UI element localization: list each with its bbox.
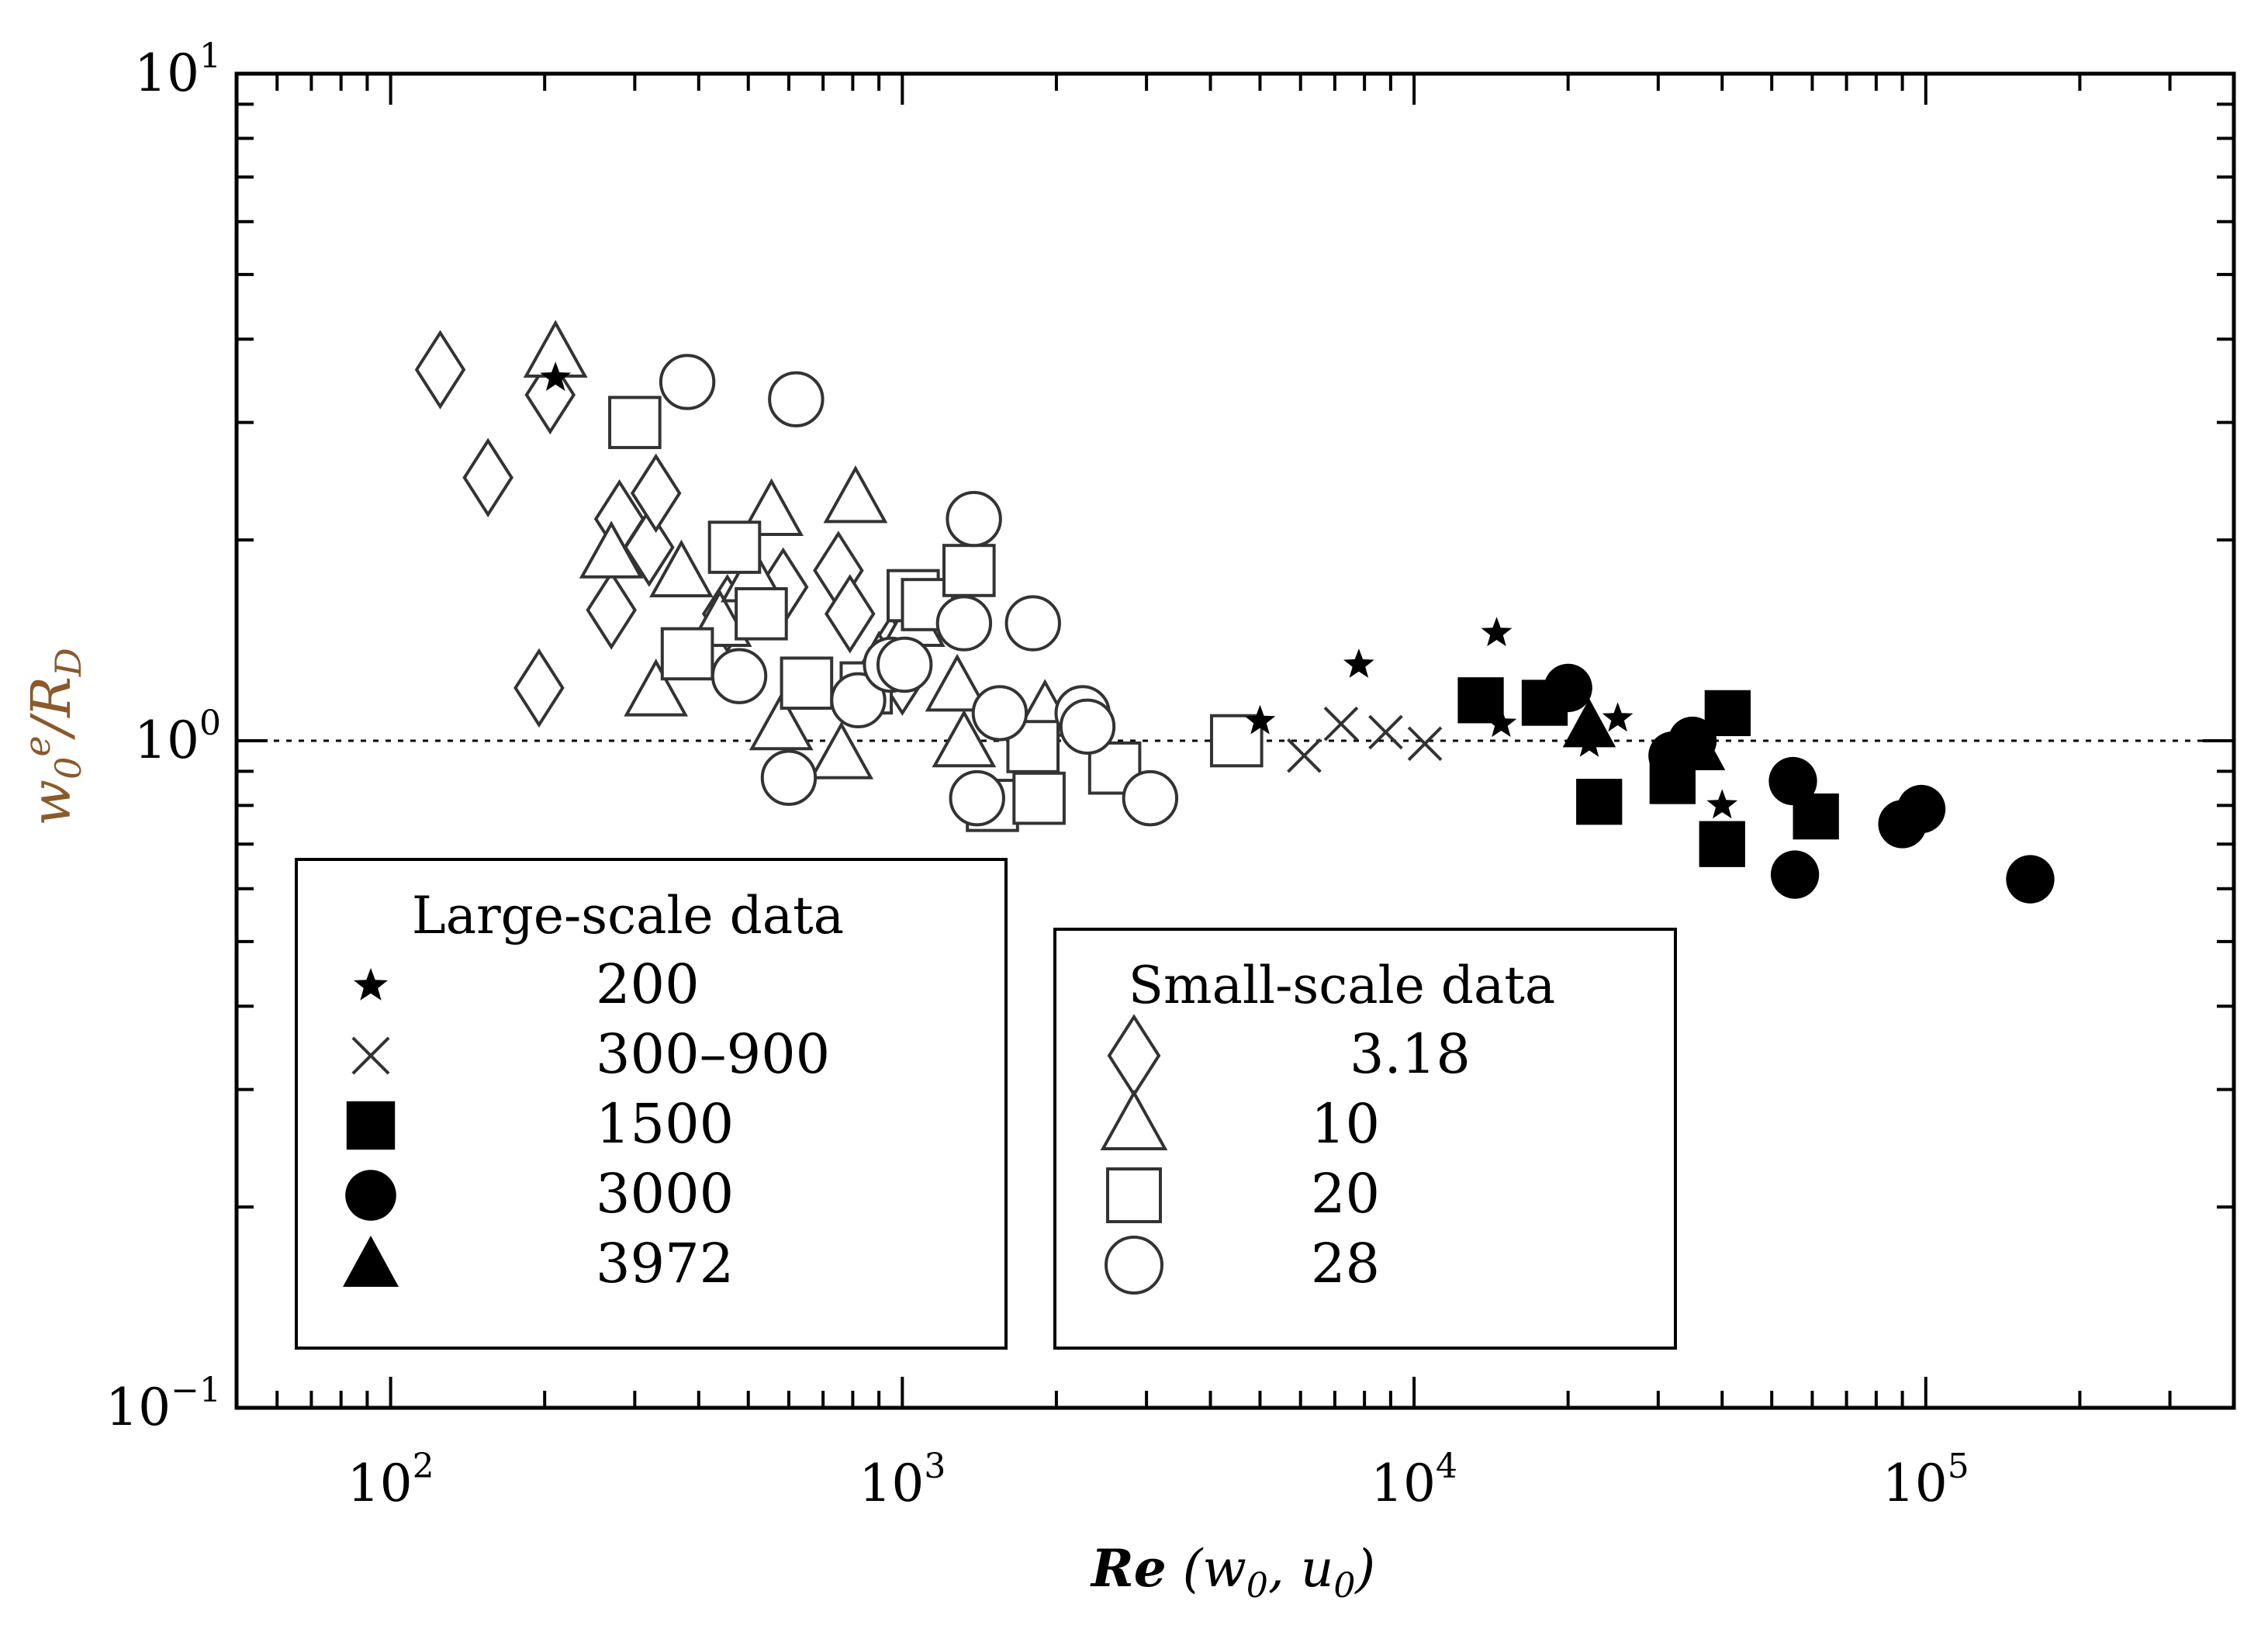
legend-label: 200 bbox=[596, 953, 700, 1016]
legend-label: 28 bbox=[1311, 1232, 1380, 1295]
data-point bbox=[809, 721, 874, 780]
data-point bbox=[630, 453, 682, 534]
data-point bbox=[1059, 698, 1116, 755]
legend-marker bbox=[343, 1236, 399, 1287]
data-point bbox=[942, 544, 996, 597]
legend-label: 10 bbox=[1311, 1092, 1380, 1156]
legend-marker bbox=[345, 1170, 396, 1221]
legend-marker bbox=[1106, 1167, 1162, 1223]
data-point bbox=[1706, 789, 1738, 819]
legend-label: 3.18 bbox=[1350, 1022, 1471, 1086]
data-point bbox=[760, 749, 818, 806]
data-point bbox=[624, 659, 689, 717]
legend-marker bbox=[354, 967, 388, 1001]
series-300–900 bbox=[1287, 706, 1443, 773]
data-point bbox=[932, 709, 997, 768]
data-point bbox=[540, 361, 572, 391]
data-point bbox=[1770, 850, 1820, 899]
data-point bbox=[1602, 702, 1634, 732]
y-tick-label: 101 bbox=[134, 36, 221, 103]
x-tick-label: 102 bbox=[347, 1447, 434, 1513]
data-point bbox=[659, 354, 716, 410]
data-point bbox=[579, 520, 644, 579]
legend-label: 20 bbox=[1311, 1162, 1380, 1226]
x-tick-label: 105 bbox=[1883, 1447, 1969, 1513]
data-point bbox=[462, 437, 513, 517]
label-layer: 102 103 104 105 10−1 100 101 bbox=[105, 36, 1969, 1513]
data-point bbox=[876, 636, 933, 693]
data-point bbox=[624, 507, 675, 587]
data-point bbox=[1407, 726, 1443, 762]
data-point bbox=[830, 672, 887, 728]
data-point bbox=[1287, 738, 1322, 773]
legend-label: 3000 bbox=[596, 1162, 734, 1226]
x-axis-label: Re (w0, u0) bbox=[1090, 1538, 1375, 1606]
data-point bbox=[768, 371, 825, 427]
legend-marker bbox=[346, 1101, 396, 1150]
data-point bbox=[608, 396, 662, 449]
data-point bbox=[971, 685, 1029, 742]
data-point bbox=[1896, 784, 1946, 834]
data-point bbox=[1481, 617, 1513, 647]
x-tick-label: 104 bbox=[1371, 1447, 1457, 1513]
data-point bbox=[1209, 714, 1264, 768]
marker-layer bbox=[414, 320, 2055, 904]
data-point bbox=[586, 570, 637, 650]
data-point bbox=[513, 648, 565, 728]
data-point bbox=[1768, 756, 1817, 806]
data-point bbox=[1004, 595, 1061, 652]
data-point bbox=[949, 769, 1005, 827]
legend-marker bbox=[351, 1036, 390, 1075]
legend-title: Small-scale data bbox=[1129, 956, 1555, 1015]
data-point bbox=[825, 574, 876, 654]
data-point bbox=[1368, 714, 1403, 750]
data-point bbox=[660, 627, 714, 681]
data-point bbox=[1699, 821, 1745, 867]
data-point bbox=[935, 595, 993, 652]
legend-label: 1500 bbox=[596, 1092, 734, 1156]
data-point bbox=[2006, 855, 2055, 904]
data-point bbox=[925, 653, 990, 712]
data-point bbox=[780, 656, 834, 711]
tick-layer bbox=[235, 72, 2235, 1409]
data-point bbox=[1672, 721, 1726, 770]
data-point bbox=[1244, 704, 1276, 735]
legend-label: 300–900 bbox=[596, 1022, 830, 1086]
data-point bbox=[1576, 779, 1623, 825]
y-axis-label: w0e/RD bbox=[16, 648, 89, 826]
data-point bbox=[1122, 769, 1179, 827]
data-point bbox=[1323, 706, 1359, 742]
data-point bbox=[710, 648, 768, 704]
data-point bbox=[946, 490, 1002, 548]
data-point bbox=[1343, 648, 1374, 678]
data-point bbox=[649, 539, 714, 598]
series-3972 bbox=[1562, 698, 1726, 770]
y-tick-label: 100 bbox=[134, 704, 221, 770]
data-point bbox=[1012, 771, 1066, 825]
data-point bbox=[707, 520, 762, 574]
data-point bbox=[823, 465, 888, 524]
legend-label: 3972 bbox=[596, 1232, 734, 1295]
data-point bbox=[414, 330, 466, 410]
series-28 bbox=[659, 354, 1179, 827]
data-point bbox=[735, 587, 788, 641]
legend-marker bbox=[1100, 1089, 1168, 1150]
data-point bbox=[1457, 677, 1504, 724]
data-point bbox=[749, 692, 814, 751]
series-3000 bbox=[1544, 663, 2055, 904]
y-tick-label: 10−1 bbox=[105, 1371, 221, 1437]
legend-title: Large-scale data bbox=[412, 886, 844, 946]
x-tick-label: 103 bbox=[859, 1447, 946, 1513]
plot-frame bbox=[234, 71, 2236, 1410]
data-point bbox=[1544, 663, 1592, 713]
legend-box bbox=[295, 858, 1008, 1350]
legend-marker bbox=[1105, 1236, 1163, 1295]
data-point bbox=[1562, 698, 1616, 748]
